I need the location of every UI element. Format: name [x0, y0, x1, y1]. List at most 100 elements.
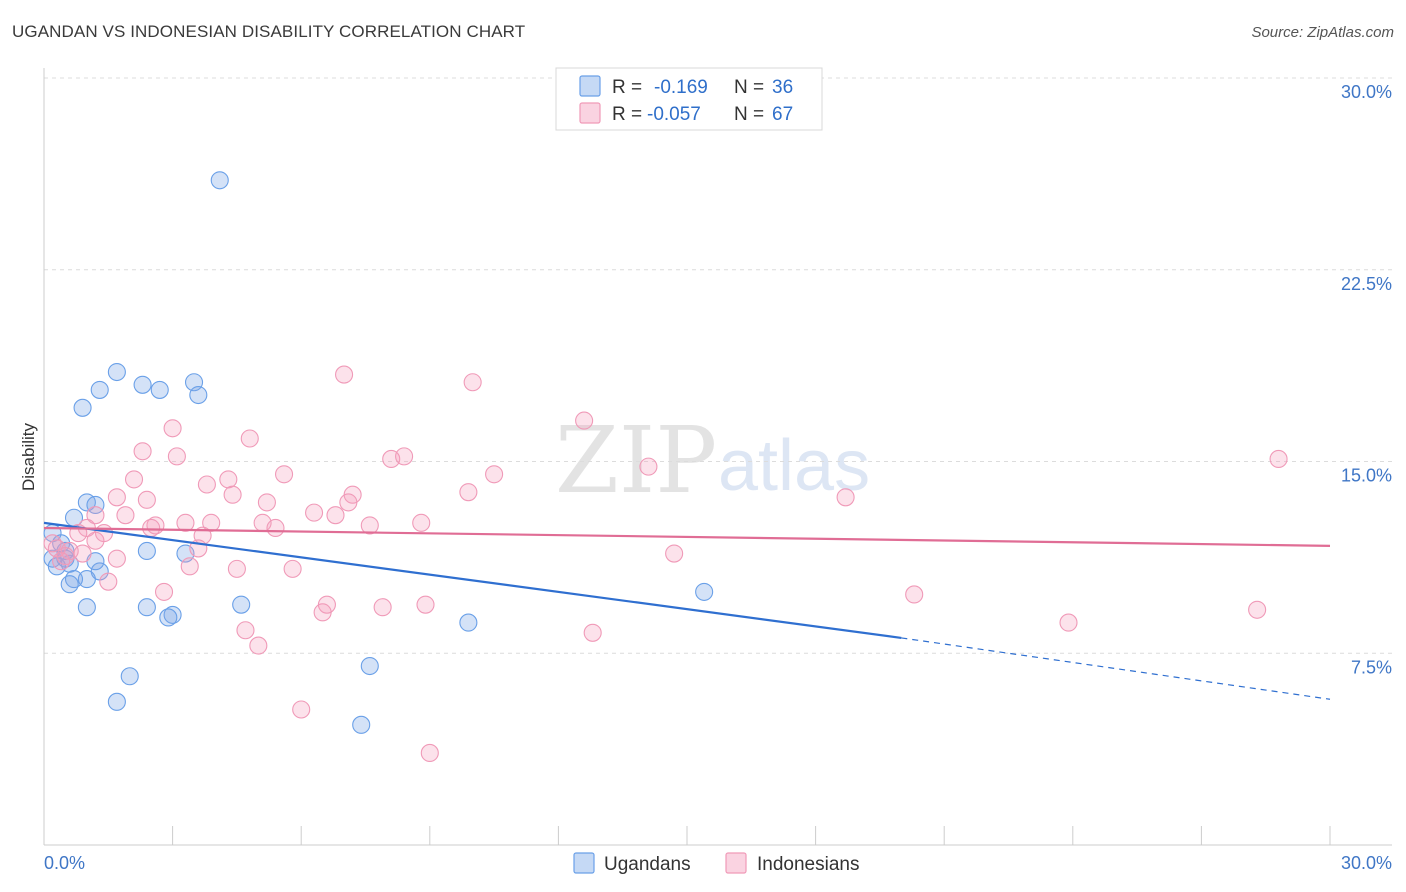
y-tick-label-0: 7.5% [1351, 657, 1392, 677]
indonesians-point-61 [249, 636, 268, 655]
indonesians-point-44 [107, 549, 126, 568]
indonesians-point-62 [292, 700, 311, 719]
indonesians-point-20 [137, 490, 156, 509]
indonesians-point-24 [86, 506, 105, 525]
indonesians-point-58 [1059, 613, 1078, 632]
ugandans-trend-extension [901, 637, 1331, 700]
indonesians-point-47 [180, 557, 199, 576]
indonesians-point-2 [575, 411, 594, 430]
indonesians-point-46 [665, 544, 684, 563]
y-tick-labels: 7.5% 15.0% 22.5% 30.0% [1341, 82, 1392, 677]
indonesians-point-52 [905, 585, 924, 604]
indonesians-point-22 [339, 493, 358, 512]
indonesians-point-21 [257, 493, 276, 512]
indonesians-point-34 [266, 518, 285, 538]
ugandans-point-22 [60, 575, 79, 594]
indonesians-point-27 [326, 506, 345, 525]
indonesians-point-8 [395, 447, 414, 466]
ugandans-point-13 [137, 541, 156, 561]
indonesians-point-3 [163, 419, 182, 438]
ugandans-point-31 [107, 692, 126, 711]
indonesians-point-55 [416, 595, 435, 614]
indonesians-point-32 [360, 516, 379, 535]
indonesians-point-18 [223, 485, 242, 504]
y-tick-label-3: 30.0% [1341, 82, 1392, 102]
indonesians-point-59 [583, 623, 602, 642]
ugandans-point-25 [137, 598, 156, 617]
indonesians-point-5 [133, 442, 152, 461]
source-label: Source: ZipAtlas.com [1251, 24, 1394, 41]
indonesians-point-6 [167, 447, 186, 466]
indonesians-point-42 [73, 544, 92, 563]
indonesians-point-29 [176, 513, 195, 532]
indonesians-point-66 [142, 518, 161, 538]
bottom-legend-indonesians: Indonesians [757, 854, 859, 875]
ugandans-point-28 [695, 582, 714, 601]
y-tick-label-2: 22.5% [1341, 274, 1392, 294]
indonesians-point-60 [236, 621, 255, 640]
indonesians-point-9 [1269, 449, 1288, 468]
legend-n-value-1: 36 [772, 77, 793, 98]
indonesians-point-12 [485, 465, 504, 484]
indonesians-trend-line [43, 526, 1331, 547]
chart-title: UGANDAN VS INDONESIAN DISABILITY CORRELA… [12, 22, 526, 41]
indonesians-point-50 [99, 572, 118, 591]
legend-r-value-1: -0.169 [654, 77, 708, 98]
indonesians-point-48 [227, 559, 246, 578]
indonesians-point-64 [43, 534, 62, 553]
indonesians-point-26 [305, 503, 324, 522]
indonesians-point-14 [219, 470, 238, 489]
legend-n-label-2: N = [734, 104, 764, 125]
axes [43, 68, 1392, 846]
legend-n-label-1: N = [734, 77, 764, 98]
indonesians-point-19 [107, 488, 126, 507]
legend-r-label-1: R = [612, 77, 642, 98]
ugandans-point-6 [189, 385, 208, 405]
indonesians-point-25 [116, 506, 135, 525]
indonesians-point-51 [154, 582, 174, 601]
indonesians-point-57 [1248, 600, 1267, 619]
y-axis-title: Disability [19, 422, 38, 491]
ugandans-point-33 [352, 715, 371, 734]
ugandans-point-5 [150, 380, 169, 399]
gridlines [44, 77, 1392, 654]
legend-r-label-2: R = [612, 104, 642, 125]
x-tick-label-1: 30.0% [1341, 853, 1392, 873]
indonesians-point-11 [275, 465, 294, 484]
bottom-legend-ugandans: Ugandans [604, 854, 691, 875]
ugandans-point-0 [210, 171, 229, 190]
indonesians-point-13 [124, 470, 144, 489]
bottom-swatch-indonesians [725, 852, 747, 874]
indonesians-point-16 [459, 483, 478, 502]
indonesians-point-49 [283, 559, 302, 578]
scatter-points [43, 171, 1288, 763]
indonesians-point-54 [373, 598, 392, 617]
x-tick-labels: 0.0% 30.0% [44, 853, 1392, 873]
ugandans-point-2 [133, 375, 152, 394]
ugandans-point-20 [77, 570, 96, 589]
ugandans-point-7 [73, 398, 92, 417]
ugandans-point-4 [90, 380, 109, 399]
indonesians-point-15 [197, 475, 216, 494]
indonesians-point-1 [463, 373, 482, 392]
indonesians-point-65 [52, 552, 71, 571]
watermark-zip: ZIP [555, 407, 717, 514]
ugandans-point-32 [360, 656, 379, 676]
ugandans-trend-line [43, 521, 902, 640]
ugandans-point-1 [107, 362, 126, 382]
legend-bottom: Ugandans Indonesians [573, 852, 859, 875]
indonesians-point-4 [240, 429, 259, 448]
legend-swatch-ugandans [579, 75, 601, 97]
indonesians-point-10 [639, 457, 658, 476]
indonesians-point-23 [836, 488, 855, 507]
ugandans-point-27 [159, 608, 178, 627]
legend-n-value-2: 67 [772, 104, 793, 125]
ugandans-point-23 [232, 595, 251, 614]
ugandans-point-9 [86, 495, 105, 515]
indonesians-point-33 [412, 513, 431, 532]
x-tick-label-0: 0.0% [44, 853, 85, 873]
indonesians-point-38 [86, 531, 105, 550]
legend-swatch-indonesians [579, 102, 601, 124]
ugandans-point-24 [77, 598, 96, 617]
